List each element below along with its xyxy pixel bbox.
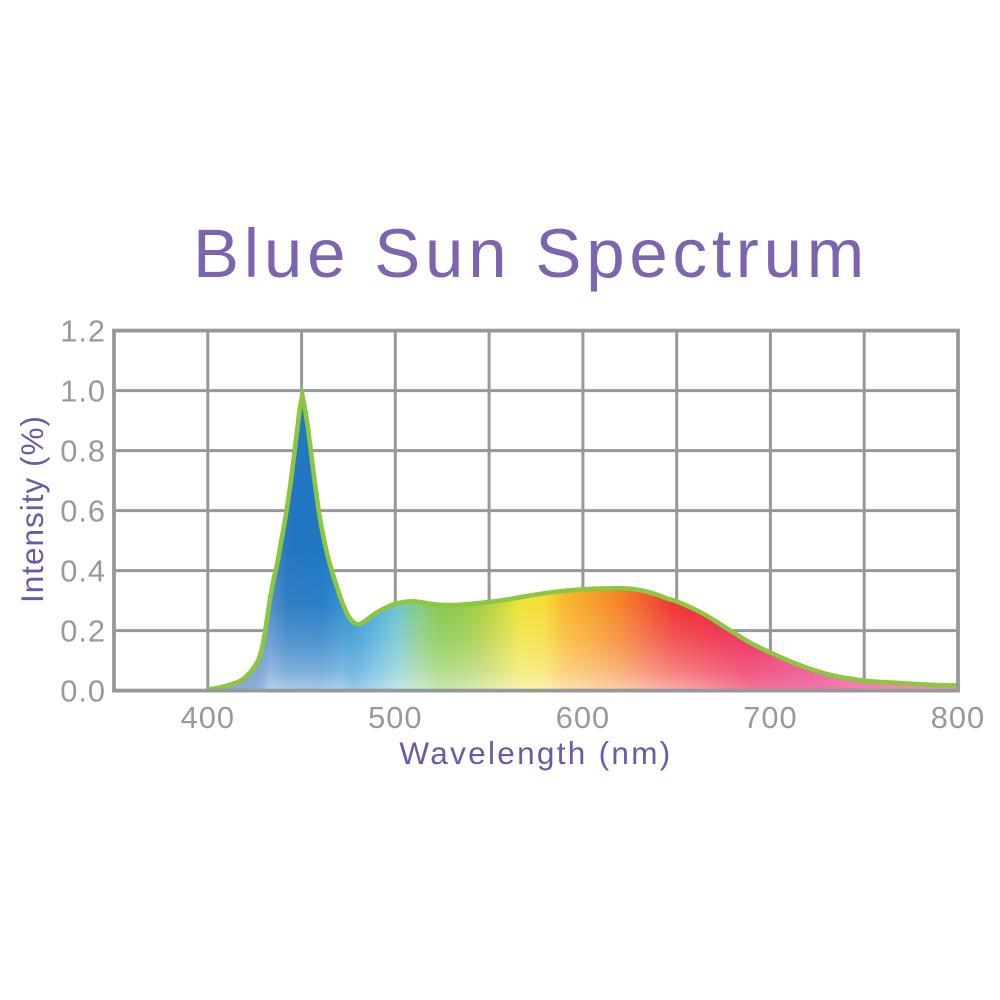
svg-text:1.0: 1.0 — [60, 374, 106, 409]
svg-text:0.8: 0.8 — [60, 434, 106, 469]
svg-text:800: 800 — [931, 700, 985, 735]
svg-text:400: 400 — [181, 700, 235, 735]
svg-text:0.4: 0.4 — [60, 554, 106, 589]
svg-text:700: 700 — [743, 700, 797, 735]
svg-text:Wavelength (nm): Wavelength (nm) — [399, 735, 672, 771]
svg-text:0.6: 0.6 — [60, 494, 106, 529]
svg-text:0.2: 0.2 — [60, 614, 106, 649]
svg-text:1.2: 1.2 — [60, 314, 106, 349]
svg-text:600: 600 — [556, 700, 610, 735]
svg-text:500: 500 — [368, 700, 422, 735]
svg-text:Intensity (%): Intensity (%) — [14, 415, 50, 603]
svg-text:Blue Sun Spectrum: Blue Sun Spectrum — [193, 215, 869, 292]
svg-text:0.0: 0.0 — [60, 674, 106, 709]
